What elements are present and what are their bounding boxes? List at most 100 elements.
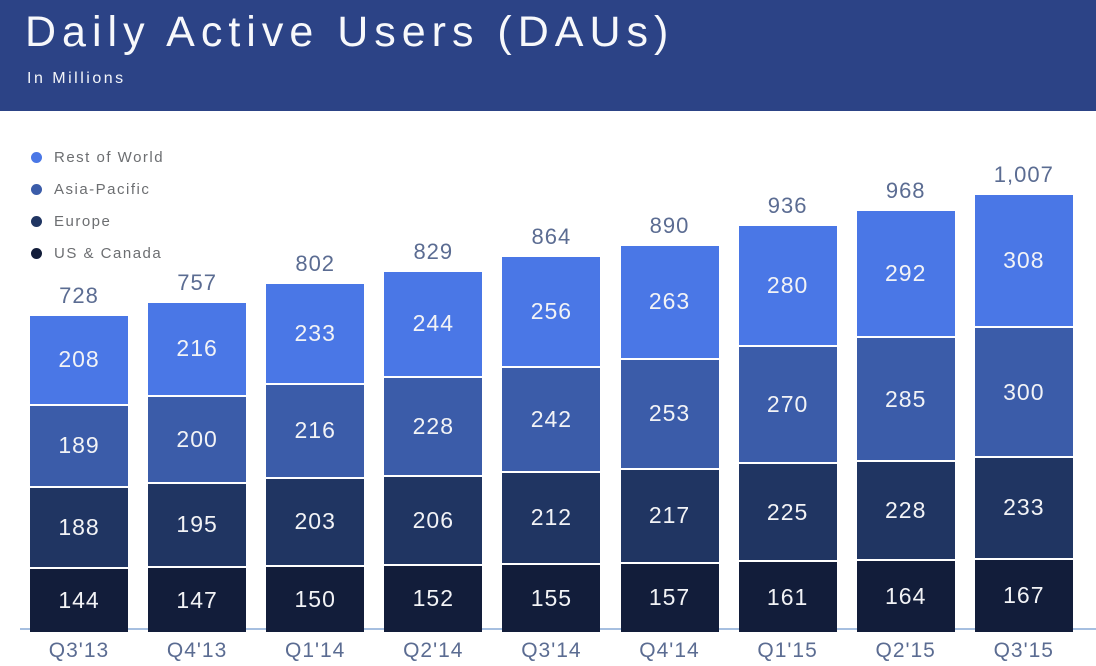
bar-segment-asia-pacific: 242 xyxy=(502,367,601,473)
segment-value-label: 242 xyxy=(530,405,573,432)
legend-label: US & Canada xyxy=(54,244,163,262)
segment-value-label: 206 xyxy=(412,506,454,533)
bar-total-label: 968 xyxy=(885,178,926,204)
bar-segment-us-canada: 164 xyxy=(856,560,955,632)
bar-total-label: 829 xyxy=(413,238,454,264)
bar-segment-asia-pacific: 253 xyxy=(620,359,719,470)
x-axis-category-label: Q1'15 xyxy=(757,639,818,662)
segment-value-label: 300 xyxy=(1003,378,1045,405)
stacked-bar-q3-15: 308 300 233 167 xyxy=(974,194,1073,632)
bar-segment-us-canada: 152 xyxy=(384,566,483,632)
segment-value-label: 233 xyxy=(1003,494,1045,521)
segment-value-label: 203 xyxy=(294,508,336,535)
stacked-bar-q2-14: 244 228 206 152 xyxy=(384,271,483,632)
bar-segment-us-canada: 147 xyxy=(148,568,247,632)
segment-value-label: 228 xyxy=(885,496,927,523)
bar-total-label: 1,007 xyxy=(993,161,1054,187)
bar-segment-rest-of-world: 280 xyxy=(738,225,837,348)
bar-segment-rest-of-world: 292 xyxy=(856,211,955,339)
bar-segment-us-canada: 167 xyxy=(974,559,1073,632)
segment-value-label: 285 xyxy=(885,385,927,412)
segment-value-label: 150 xyxy=(294,585,336,612)
legend-item: Rest of World xyxy=(31,146,164,168)
legend: Rest of World Asia-Pacific Europe US & Cana… xyxy=(31,146,164,274)
bar-segment-rest-of-world: 233 xyxy=(266,283,365,386)
legend-label: Rest of World xyxy=(54,148,165,166)
segment-value-label: 208 xyxy=(58,346,100,373)
segment-value-label: 161 xyxy=(766,583,809,610)
segment-value-label: 233 xyxy=(294,319,336,346)
segment-value-label: 216 xyxy=(294,417,336,444)
bar-segment-asia-pacific: 228 xyxy=(384,377,483,477)
bar-segment-us-canada: 144 xyxy=(30,569,128,632)
bar-segment-europe: 203 xyxy=(266,478,365,567)
segment-value-label: 189 xyxy=(58,432,100,459)
segment-value-label: 195 xyxy=(176,511,218,538)
x-axis-category-label: Q4'14 xyxy=(639,639,700,662)
segment-value-label: 292 xyxy=(885,260,927,287)
stacked-bar-q1-14: 233 216 203 150 xyxy=(266,283,365,632)
bar-segment-europe: 195 xyxy=(148,483,247,569)
x-axis-category-label: Q2'14 xyxy=(403,639,464,662)
title-banner: Daily Active Users (DAUs) In Millions xyxy=(0,0,1096,111)
segment-value-label: 244 xyxy=(412,310,454,337)
segment-value-label: 228 xyxy=(412,412,454,439)
segment-value-label: 167 xyxy=(1003,582,1045,609)
legend-label: Asia-Pacific xyxy=(54,180,151,198)
bar-segment-asia-pacific: 300 xyxy=(974,328,1073,459)
bar-segment-europe: 233 xyxy=(974,458,1073,560)
segment-value-label: 270 xyxy=(766,391,809,418)
segment-value-label: 308 xyxy=(1003,246,1045,273)
x-axis-category-label: Q3'15 xyxy=(993,639,1054,662)
bar-segment-europe: 206 xyxy=(384,476,483,566)
bar-segment-europe: 217 xyxy=(620,469,719,564)
x-axis-category-label: Q4'13 xyxy=(166,639,228,662)
x-axis-category-label: Q1'14 xyxy=(284,639,346,662)
legend-dot-icon xyxy=(31,215,42,227)
bar-segment-europe: 225 xyxy=(738,464,837,563)
segment-value-label: 188 xyxy=(58,514,100,541)
bar-segment-europe: 228 xyxy=(856,461,955,561)
legend-item: Asia-Pacific xyxy=(31,178,164,200)
segment-value-label: 280 xyxy=(766,272,809,299)
bar-segment-rest-of-world: 216 xyxy=(148,303,247,397)
segment-value-label: 217 xyxy=(648,502,691,529)
bar-segment-rest-of-world: 256 xyxy=(502,256,601,368)
bar-segment-asia-pacific: 189 xyxy=(30,405,128,488)
legend-item: Europe xyxy=(31,210,164,232)
legend-dot-icon xyxy=(31,247,42,259)
segment-value-label: 144 xyxy=(58,587,100,614)
bar-segment-asia-pacific: 270 xyxy=(738,347,837,465)
legend-dot-icon xyxy=(31,183,42,195)
x-axis-category-label: Q3'14 xyxy=(521,639,582,662)
bar-segment-asia-pacific: 285 xyxy=(856,338,955,462)
bar-segment-us-canada: 155 xyxy=(502,564,601,632)
bar-segment-rest-of-world: 208 xyxy=(30,315,128,406)
stacked-bar-q1-15: 280 270 225 161 xyxy=(738,225,837,632)
stacked-bar-q4-13: 216 200 195 147 xyxy=(148,303,247,632)
segment-value-label: 256 xyxy=(530,297,573,324)
bar-total-label: 757 xyxy=(177,270,217,296)
segment-value-label: 216 xyxy=(176,335,218,362)
segment-value-label: 164 xyxy=(885,582,927,609)
bar-segment-asia-pacific: 216 xyxy=(266,385,365,479)
segment-value-label: 212 xyxy=(530,504,573,531)
bar-total-label: 728 xyxy=(59,282,99,308)
stacked-bar-q3-14: 256 242 212 155 xyxy=(502,256,601,632)
bar-total-label: 890 xyxy=(649,212,690,238)
bar-total-label: 864 xyxy=(531,223,572,249)
stacked-bar-q3-13: 208 189 188 144 xyxy=(30,315,128,632)
bar-segment-rest-of-world: 263 xyxy=(620,245,719,360)
segment-value-label: 157 xyxy=(648,584,691,611)
segment-value-label: 155 xyxy=(530,584,573,611)
bar-segment-rest-of-world: 308 xyxy=(974,194,1073,329)
chart-subtitle: In Millions xyxy=(27,70,126,87)
bar-segment-asia-pacific: 200 xyxy=(148,396,247,484)
segment-value-label: 225 xyxy=(766,498,809,525)
bar-segment-rest-of-world: 244 xyxy=(384,271,483,378)
bar-total-label: 802 xyxy=(295,250,336,276)
x-axis-category-label: Q2'15 xyxy=(875,639,936,662)
legend-dot-icon xyxy=(31,151,42,163)
bar-total-label: 936 xyxy=(767,192,808,218)
